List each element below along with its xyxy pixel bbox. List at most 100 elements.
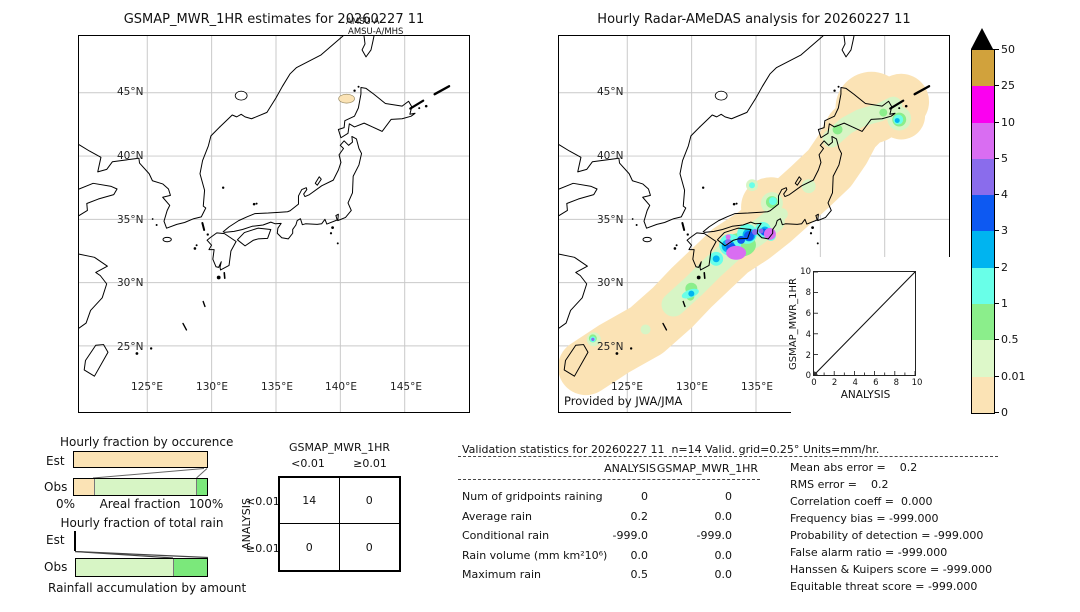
contingency-col-header: GSMAP_MWR_1HR bbox=[288, 441, 391, 454]
inset-x-tick: 10 bbox=[911, 378, 923, 388]
areal-fraction-label: Areal fraction bbox=[99, 497, 181, 511]
colorbar-seg-25-50 bbox=[972, 50, 994, 87]
colorbar-seg-4-5 bbox=[972, 158, 994, 196]
inset-panel bbox=[791, 257, 950, 413]
inset-plot bbox=[814, 272, 915, 375]
score-rms-error: RMS error = 0.2 bbox=[790, 478, 889, 491]
right-map-title: Hourly Radar-AMeDAS analysis for 2026022… bbox=[597, 12, 911, 27]
stats-value: 0.5 bbox=[630, 568, 649, 581]
score-correlation: Correlation coeff = 0.000 bbox=[790, 495, 933, 508]
radar-amedas-map: 45°N 40°N 35°N 30°N 25°N 125°E 130°E 135… bbox=[558, 35, 950, 413]
occurrence-connector-lines bbox=[92, 468, 208, 478]
colorbar-tick bbox=[994, 267, 999, 268]
lat-label: 35°N bbox=[117, 214, 144, 226]
score-far: False alarm ratio = -999.000 bbox=[790, 546, 948, 559]
colorbar-seg-3-4 bbox=[972, 195, 994, 232]
totalrain-connector-lines bbox=[75, 551, 208, 558]
stats-value: 0 bbox=[725, 490, 732, 503]
stats-value: 0.2 bbox=[630, 510, 649, 523]
colorbar-tick bbox=[994, 85, 999, 86]
gsmap-map-canvas bbox=[79, 36, 469, 412]
colorbar-seg-0-0.01 bbox=[972, 376, 994, 413]
lat-label: 25°N bbox=[117, 341, 144, 353]
totalrain-obs-bar bbox=[75, 558, 208, 577]
colorbar-label: 0 bbox=[1001, 406, 1008, 419]
stats-value: -999.0 bbox=[696, 529, 732, 542]
stats-value: 0.0 bbox=[714, 510, 733, 523]
colorbar-overflow-triangle bbox=[971, 28, 993, 49]
lon-label: 130°E bbox=[196, 381, 228, 393]
obs-norain-segment bbox=[74, 479, 94, 495]
colorbar bbox=[971, 49, 995, 414]
gsmap-rain-patch bbox=[338, 93, 355, 104]
colorbar-label: 0.5 bbox=[1001, 333, 1019, 346]
colorbar-tick bbox=[994, 339, 999, 340]
colorbar-label: 3 bbox=[1001, 224, 1008, 237]
contingency-row-header: ANALYSIS bbox=[240, 498, 253, 550]
colorbar-label: 2 bbox=[1001, 261, 1008, 274]
colorbar-tick bbox=[994, 303, 999, 304]
inset-x-tick: 0 bbox=[811, 378, 817, 388]
stats-divider-header bbox=[458, 479, 760, 480]
colorbar-label: 50 bbox=[1001, 43, 1015, 56]
occurrence-obs-label: Obs bbox=[44, 480, 68, 494]
precip-4 bbox=[591, 228, 764, 341]
colorbar-tick bbox=[994, 122, 999, 123]
lat-label: 25°N bbox=[597, 341, 624, 353]
stats-row-label: Num of gridpoints raining bbox=[462, 490, 603, 503]
lon-label: 125°E bbox=[131, 381, 163, 393]
lon-label: 145°E bbox=[390, 381, 422, 393]
colorbar-tick bbox=[994, 376, 999, 377]
colorbar-seg-2-3 bbox=[972, 231, 994, 268]
lat-label: 30°N bbox=[597, 277, 624, 289]
stats-value: 0 bbox=[641, 490, 648, 503]
score-mean-abs-error: Mean abs error = 0.2 bbox=[790, 461, 918, 474]
inset-y-axis-label: GSMAP_MWR_1HR bbox=[788, 278, 799, 370]
contingency-cell-hit-none: 14 bbox=[280, 478, 340, 524]
inset-y-tick: 0 bbox=[805, 371, 811, 381]
colorbar-label: 4 bbox=[1001, 188, 1008, 201]
inset-y-tick: 8 bbox=[805, 288, 811, 298]
totalrain-est-label: Est bbox=[46, 533, 65, 547]
colorbar-seg-0.01-0.5 bbox=[972, 340, 994, 377]
inset-x-axis-label: ANALYSIS bbox=[840, 389, 891, 401]
lat-label: 40°N bbox=[117, 150, 144, 162]
contingency-row-label-lt: <0.01 bbox=[246, 495, 280, 508]
lat-label: 45°N bbox=[597, 86, 624, 98]
contingency-col-label-lt: <0.01 bbox=[291, 457, 325, 470]
colorbar-label: 1 bbox=[1001, 297, 1008, 310]
stats-row-label: Conditional rain bbox=[462, 529, 550, 542]
colorbar-label: 0.01 bbox=[1001, 370, 1026, 383]
areal-fraction-100: 100% bbox=[189, 497, 224, 511]
totalrain-obs-label: Obs bbox=[44, 560, 68, 574]
score-equitable-threat: Equitable threat score = -999.000 bbox=[790, 580, 978, 593]
colorbar-seg-10-25 bbox=[972, 86, 994, 123]
lat-label: 45°N bbox=[117, 86, 144, 98]
inset-y-tick: 6 bbox=[805, 309, 811, 319]
totalrain-est-axis bbox=[74, 531, 76, 551]
occurrence-est-bar bbox=[73, 451, 208, 468]
occurrence-chart-title: Hourly fraction by occurence bbox=[60, 435, 234, 449]
lat-label: 40°N bbox=[597, 150, 624, 162]
colorbar-seg-1-2 bbox=[972, 267, 994, 305]
left-map-title: GSMAP_MWR_1HR estimates for 20260227 11 bbox=[123, 12, 425, 27]
contingency-cell-false-alarm: 0 bbox=[339, 478, 399, 524]
obs-rain-segment bbox=[195, 479, 207, 495]
lon-label: 140°E bbox=[325, 381, 357, 393]
inset-y-tick: 4 bbox=[805, 330, 811, 340]
stats-row-label: Maximum rain bbox=[462, 568, 541, 581]
colorbar-tick bbox=[994, 158, 999, 159]
inset-data-points bbox=[814, 371, 818, 375]
colorbar-label: 5 bbox=[1001, 152, 1008, 165]
score-pod: Probability of detection = -999.000 bbox=[790, 529, 984, 542]
stats-value: 0.0 bbox=[714, 568, 733, 581]
lat-label: 35°N bbox=[597, 214, 624, 226]
score-frequency-bias: Frequency bias = -999.000 bbox=[790, 512, 939, 525]
lon-label: 135°E bbox=[741, 381, 773, 393]
satellite-swath-label: AMSU-A/MHS bbox=[348, 27, 404, 37]
stats-row-label: Average rain bbox=[462, 510, 532, 523]
gsmap-estimate-map: 45°N 40°N 35°N 30°N 25°N 125°E 130°E 135… bbox=[78, 35, 470, 413]
colorbar-label: 25 bbox=[1001, 79, 1015, 92]
areal-fraction-0: 0% bbox=[56, 497, 76, 511]
contingency-row-label-ge: ≥0.01 bbox=[246, 542, 280, 555]
